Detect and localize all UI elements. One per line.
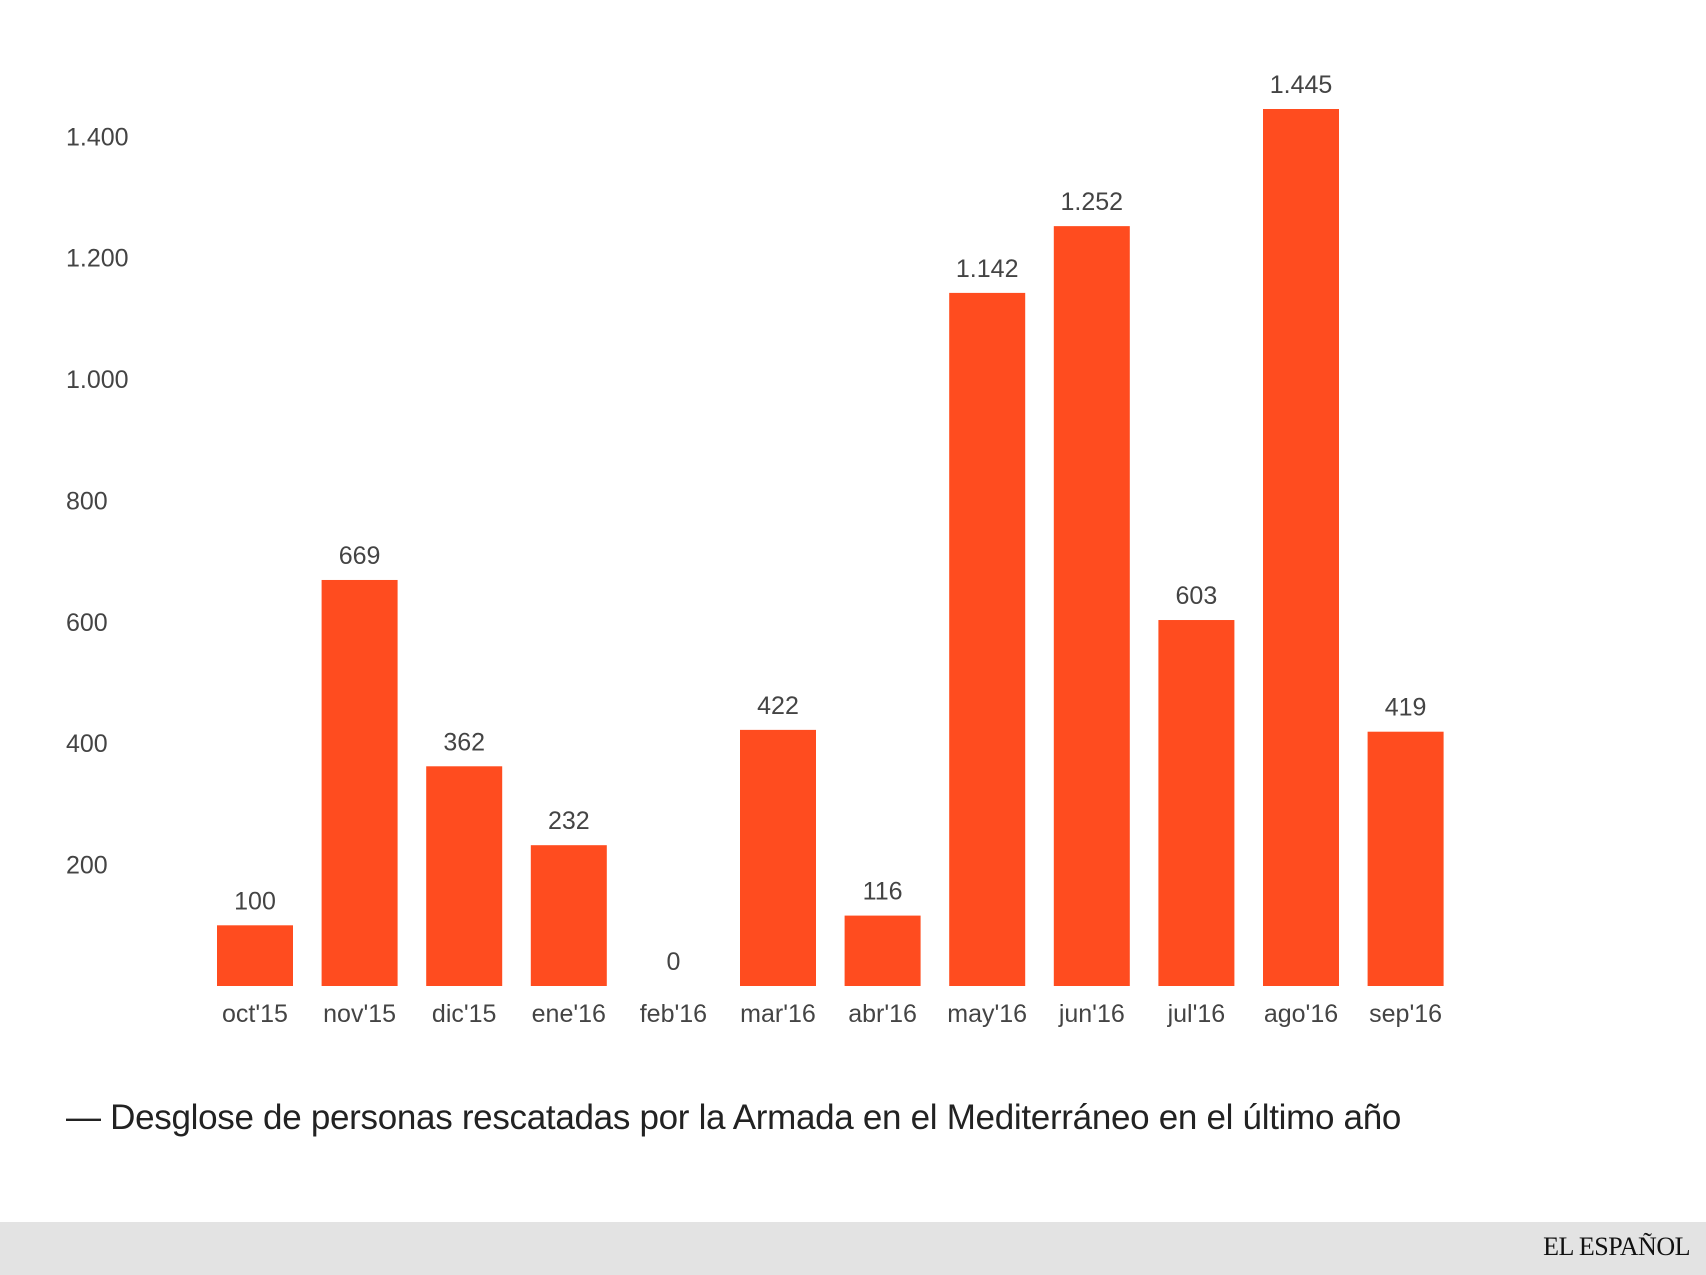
brand-logo: EL ESPAÑOL xyxy=(1543,1232,1690,1261)
y-tick-label: 1.200 xyxy=(66,245,129,273)
x-tick-label: ago'16 xyxy=(1264,1000,1338,1028)
x-tick-label: mar'16 xyxy=(740,1000,816,1028)
data-label: 669 xyxy=(339,542,381,570)
x-tick-label: dic'15 xyxy=(432,1000,497,1028)
x-tick-label: jul'16 xyxy=(1167,1000,1226,1028)
y-tick-label: 400 xyxy=(66,730,108,758)
y-tick-label: 800 xyxy=(66,487,108,515)
bar xyxy=(1367,731,1444,986)
x-tick-label: sep'16 xyxy=(1369,1000,1442,1028)
data-label: 100 xyxy=(234,887,276,915)
footer-bar: EL ESPAÑOL xyxy=(0,1222,1706,1275)
bar xyxy=(321,579,398,986)
data-label: 0 xyxy=(666,948,680,976)
bars xyxy=(217,109,1444,987)
data-label: 1.142 xyxy=(956,255,1019,283)
data-label: 116 xyxy=(863,878,903,906)
bar xyxy=(426,766,503,986)
y-tick-label: 1.000 xyxy=(66,366,129,394)
y-axis: 200 400 600 800 1.000 1.200 1.400 xyxy=(66,123,129,879)
data-label: 232 xyxy=(548,807,590,835)
bar xyxy=(1263,109,1339,986)
data-label: 1.445 xyxy=(1270,71,1333,99)
bar xyxy=(1158,620,1235,986)
bar xyxy=(217,925,293,986)
data-label: 603 xyxy=(1176,582,1218,610)
data-label: 419 xyxy=(1385,694,1427,722)
y-tick-label: 200 xyxy=(66,852,108,880)
x-tick-label: jun'16 xyxy=(1058,1000,1125,1028)
x-tick-label: nov'15 xyxy=(323,1000,396,1028)
data-label: 1.252 xyxy=(1061,188,1124,216)
bar xyxy=(949,292,1026,987)
bar xyxy=(1053,226,1130,987)
y-tick-label: 1.400 xyxy=(66,123,129,151)
x-tick-label: oct'15 xyxy=(222,1000,288,1028)
data-label: 362 xyxy=(443,728,485,756)
bar xyxy=(530,845,607,986)
value-labels: 100 669 362 232 0 422 116 1.142 1.252 603 1.445 419 xyxy=(234,71,1426,976)
x-axis: oct'15 nov'15 dic'15 ene'16 feb'16 mar'16 abr'… xyxy=(222,1000,1442,1028)
x-tick-label: ene'16 xyxy=(532,1000,606,1028)
y-tick-label: 600 xyxy=(66,609,108,637)
data-label: 422 xyxy=(757,692,799,720)
bar-chart: 200 400 600 800 1.000 1.200 1.400 100 669 362 232… xyxy=(66,71,1444,1028)
x-tick-label: feb'16 xyxy=(640,1000,707,1028)
x-tick-label: may'16 xyxy=(947,1000,1027,1028)
x-tick-label: abr'16 xyxy=(848,1000,917,1028)
bar xyxy=(740,729,816,986)
bar xyxy=(844,915,921,986)
chart-caption: — Desglose de personas rescatadas por la… xyxy=(66,1098,1402,1137)
